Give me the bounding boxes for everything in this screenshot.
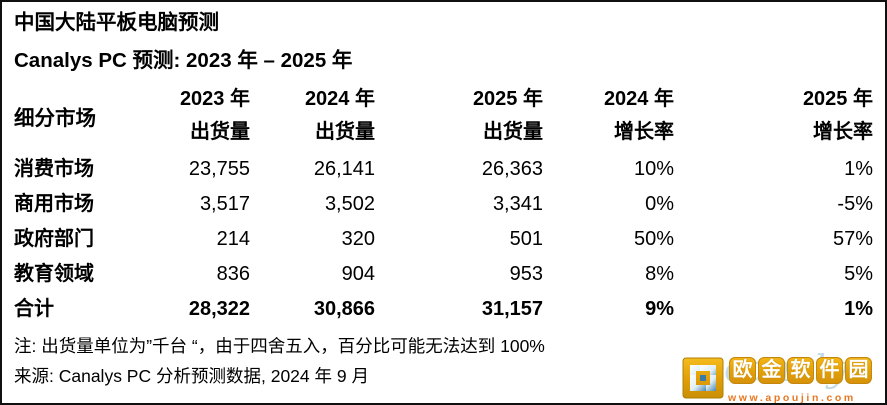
cell-value: 10% [633,158,674,180]
column-header-2025-growth: 2025 年 增长率 [802,88,873,143]
table-row-consumer: 消费市场 23,755 26,141 26,363 10% 1% [2,152,885,187]
cell-value: 3,502 [324,193,375,215]
column-header-2023-shipments: 2023 年 出货量 [179,88,250,143]
cell-value: 3,517 [199,193,250,215]
watermark: canalys [682,349,880,404]
table-row-total: 合计 28,322 30,866 31,157 9% 1% [2,292,885,327]
row-label: 政府部门 [14,228,94,250]
cell-value: 28,322 [188,298,250,320]
cell-value: 836 [216,263,250,285]
page-subtitle: Canalys PC 预测: 2023 年 – 2025 年 [14,49,353,72]
cell-value: 501 [509,228,543,250]
cell-value: 214 [216,228,250,250]
row-label: 教育领域 [14,263,94,285]
cell-value: 953 [509,263,543,285]
column-header-2024-shipments: 2024 年 出货量 [304,88,375,143]
table-row-commercial: 商用市场 3,517 3,502 3,341 0% -5% [2,187,885,222]
cell-value: 31,157 [481,298,543,320]
column-header-2024-growth: 2024 年 增长率 [603,88,674,143]
watermark-stamps: 欧 金 软 件 园 [729,357,872,384]
watermark-url: www.apoujin.com [728,392,856,404]
watermark-stamp: 软 [787,357,814,384]
cell-value: 30,866 [313,298,375,320]
row-label: 合计 [14,298,54,320]
source-text: 来源: Canalys PC 分析预测数据, 2024 年 9 月 [14,366,369,386]
watermark-stamp: 园 [845,357,872,384]
watermark-stamp: 欧 [729,357,756,384]
cell-value: 1% [844,158,873,180]
cell-value: 320 [341,228,375,250]
row-label: 消费市场 [14,158,94,180]
cell-value: 0% [645,193,674,215]
cell-value: 1% [844,298,873,320]
column-header-segment: 细分市场 [14,107,96,130]
row-label: 商用市场 [14,193,94,215]
column-header-2025-shipments: 2025 年 出货量 [472,88,543,143]
cell-value: 57% [832,228,873,250]
watermark-stamp: 金 [758,357,785,384]
cell-value: 3,341 [492,193,543,215]
table-row-education: 教育领域 836 904 953 8% 5% [2,257,885,292]
page-title: 中国大陆平板电脑预测 [14,11,219,34]
table-row-government: 政府部门 214 320 501 50% 57% [2,222,885,257]
cell-value: 23,755 [188,158,250,180]
apoujin-logo-icon [682,357,724,399]
watermark-stamp: 件 [816,357,843,384]
footnotes: 注: 出货量单位为”千台 “，由于四舍五入，百分比可能无法达到 100% 来源:… [2,332,885,392]
cell-value: -5% [837,193,873,215]
cell-value: 5% [844,263,873,285]
cell-value: 904 [341,263,375,285]
cell-value: 8% [645,263,674,285]
note-text: 注: 出货量单位为”千台 “，由于四舍五入，百分比可能无法达到 100% [14,336,545,356]
cell-value: 9% [645,298,674,320]
cell-value: 26,363 [481,158,543,180]
cell-value: 50% [633,228,674,250]
cell-value: 26,141 [313,158,375,180]
header-row: 细分市场 2023 年 出货量 2024 年 出货量 2025 年 出货量 20… [2,80,885,152]
